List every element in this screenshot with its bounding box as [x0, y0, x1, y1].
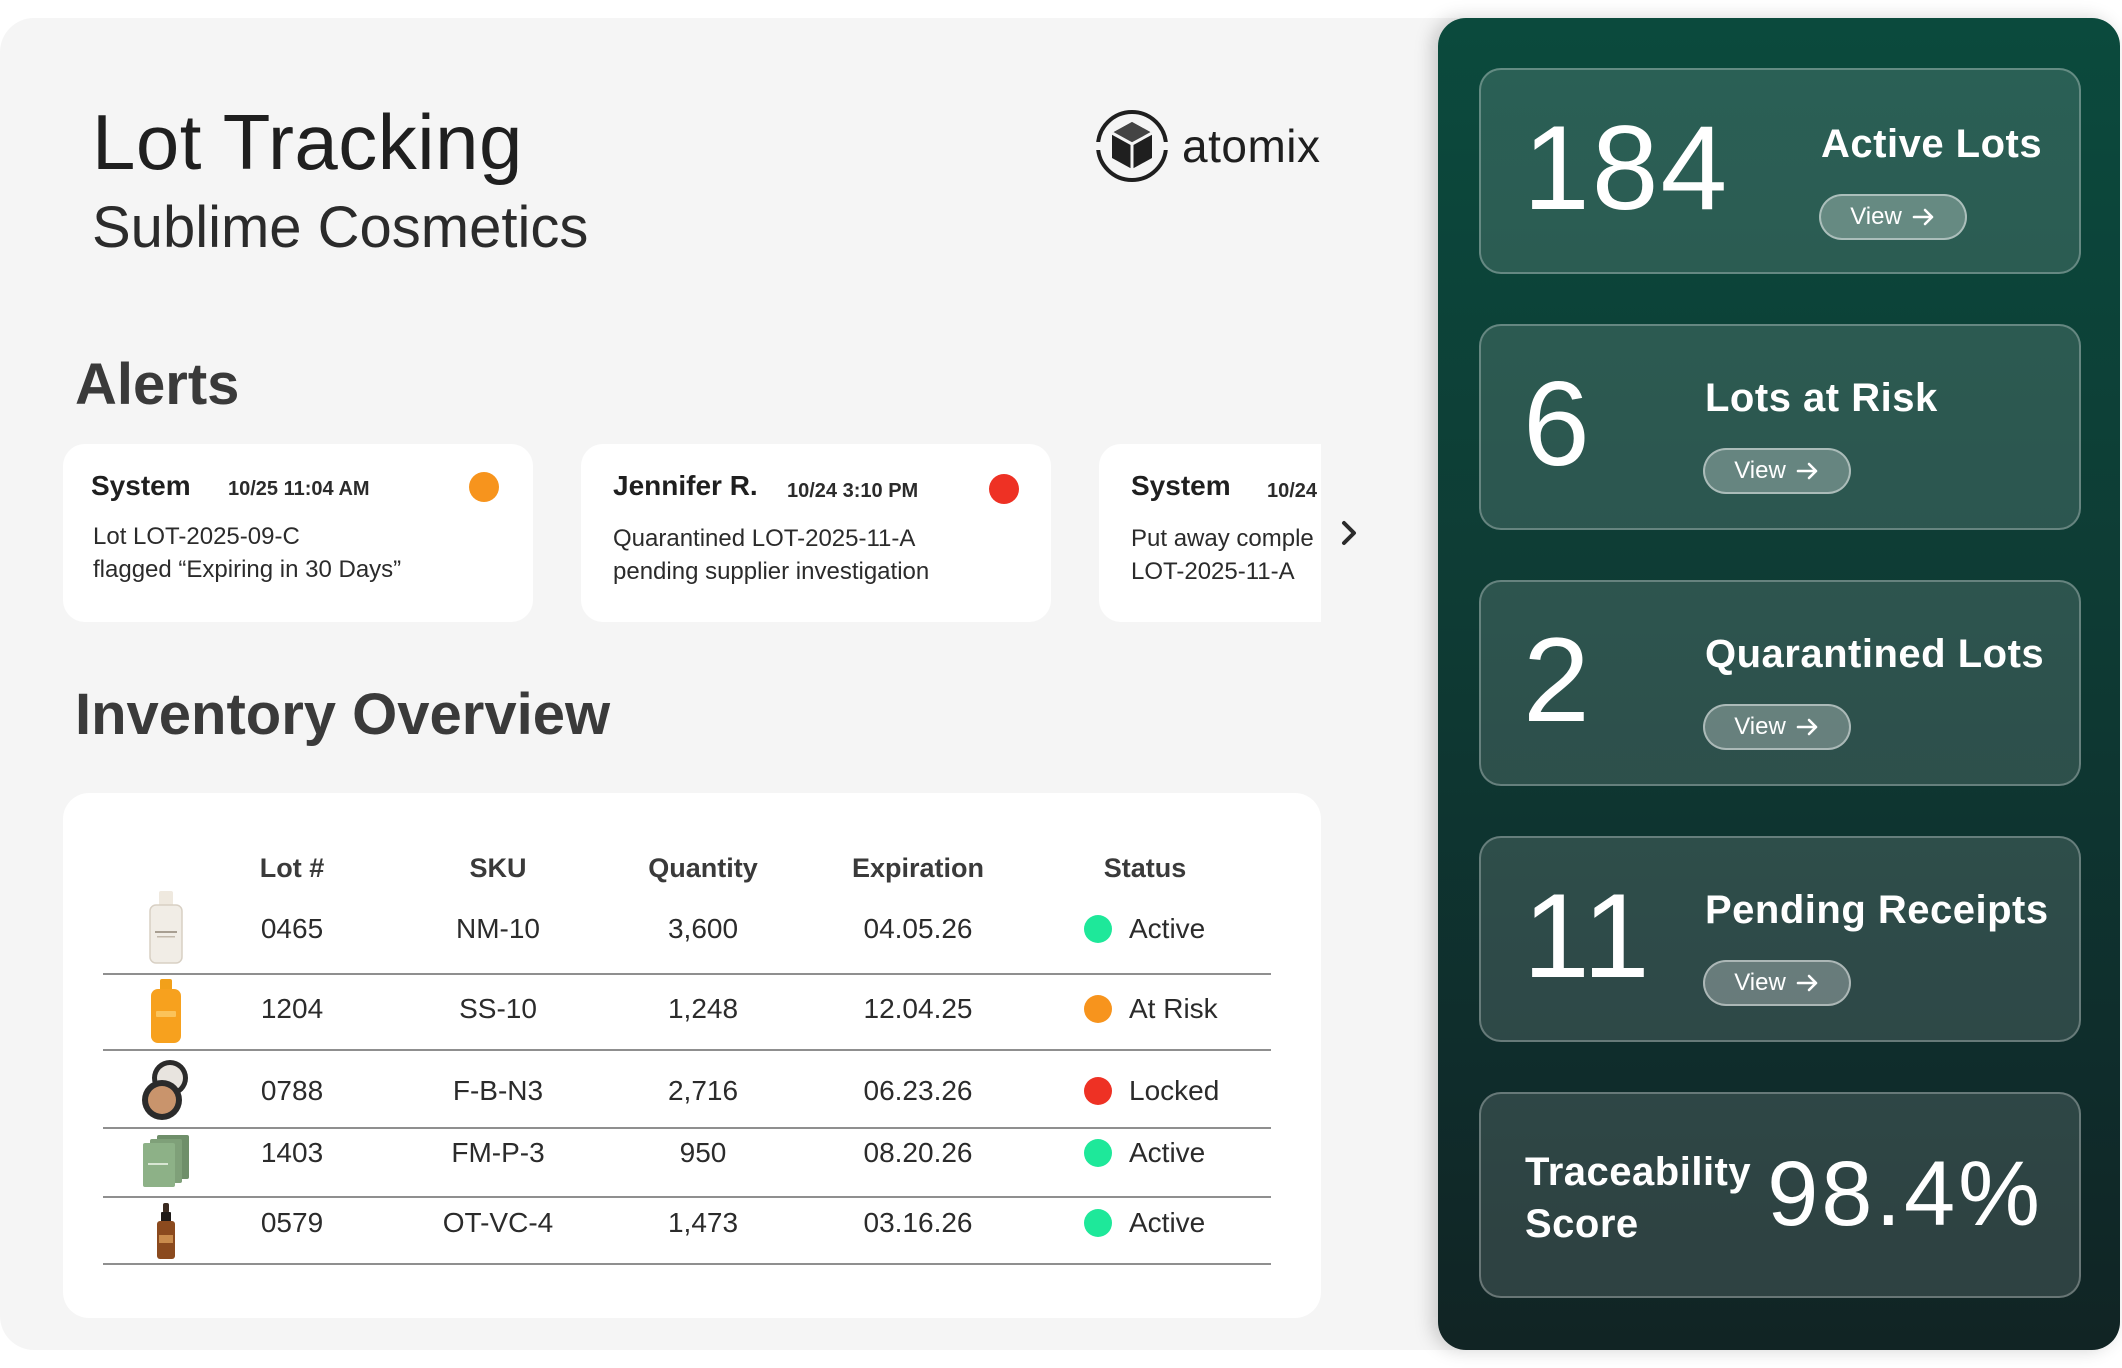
alert-message: Put away comple LOT-2025-11-A	[1131, 525, 1314, 585]
alert-status-dot	[989, 474, 1019, 504]
kpi-card-quarantined-lots: 2 Quarantined Lots View	[1479, 580, 2081, 786]
alert-time: 10/24 3:10 PM	[787, 480, 919, 502]
quantity: 950	[679, 1137, 727, 1168]
view-quarantined-lots-button[interactable]: View	[1703, 704, 1851, 750]
status-label: Active	[1129, 1137, 1206, 1168]
row-divider	[103, 1263, 1271, 1265]
column-header-sku[interactable]: SKU	[469, 853, 527, 883]
lot-number: 0465	[260, 913, 324, 944]
status-dot	[1084, 1139, 1112, 1167]
alert-message: Lot LOT-2025-09-C flagged “Expiring in 3…	[93, 523, 402, 583]
sku: F-B-N3	[452, 1075, 544, 1106]
chevron-right-icon	[1342, 521, 1356, 545]
view-button-label: View	[1850, 203, 1902, 230]
alerts-next-button[interactable]	[1336, 518, 1362, 548]
status-dot	[1084, 915, 1112, 943]
view-button-label: View	[1734, 969, 1786, 996]
main-panel: Lot Tracking Sublime Cosmetics atomix Al…	[0, 18, 1500, 1350]
status-label: At Risk	[1129, 993, 1218, 1024]
sku: SS-10	[459, 993, 537, 1024]
lot-number: 0788	[260, 1075, 324, 1106]
compact-icon	[131, 1055, 201, 1125]
kpi-value: 6	[1523, 357, 1592, 491]
alert-author: System	[1131, 470, 1231, 501]
status-label: Active	[1129, 913, 1206, 944]
expiration: 08.20.26	[863, 1137, 973, 1168]
arrow-right-icon	[1796, 461, 1820, 481]
status-label: Active	[1129, 1207, 1206, 1238]
page-subtitle: Sublime Cosmetics	[92, 195, 589, 260]
lot-number: 0579	[260, 1207, 324, 1238]
traceability-value: 98.4%	[1767, 1143, 2043, 1245]
alert-author: System	[91, 470, 191, 501]
lot-number: 1403	[260, 1137, 324, 1168]
row-divider	[103, 973, 1271, 975]
alert-status-dot	[469, 472, 499, 502]
traceability-score-card: Traceability Score 98.4%	[1479, 1092, 2081, 1298]
kpi-label: Quarantined Lots	[1705, 632, 2045, 676]
atomix-logo-text: atomix	[1182, 120, 1321, 172]
inventory-heading: Inventory Overview	[75, 682, 611, 747]
kpi-label: Pending Receipts	[1705, 888, 2049, 932]
view-pending-receipts-button[interactable]: View	[1703, 960, 1851, 1006]
alert-card[interactable]: Jennifer R. 10/24 3:10 PM Quarantined LO…	[581, 444, 1051, 622]
quantity: 2,716	[667, 1075, 739, 1106]
arrow-right-icon	[1796, 717, 1820, 737]
atomix-logo-icon	[1096, 110, 1168, 182]
kpi-value: 184	[1523, 101, 1730, 235]
view-button-label: View	[1734, 457, 1786, 484]
view-button-label: View	[1734, 713, 1786, 740]
expiration: 12.04.25	[863, 993, 973, 1024]
quantity: 1,248	[667, 993, 739, 1024]
orange-bottle-icon	[131, 977, 201, 1047]
status-dot	[1084, 1077, 1112, 1105]
sku: NM-10	[455, 913, 541, 944]
view-lots-at-risk-button[interactable]: View	[1703, 448, 1851, 494]
alert-author: Jennifer R.	[613, 470, 758, 501]
arrow-right-icon	[1912, 207, 1936, 227]
alert-card[interactable]: System 10/25 11:04 AM Lot LOT-2025-09-C …	[63, 444, 533, 622]
alert-message: Quarantined LOT-2025-11-A pending suppli…	[613, 525, 930, 585]
alert-time: 10/24	[1267, 480, 1318, 502]
atomix-logo: atomix	[1092, 104, 1320, 188]
lot-number: 1204	[260, 993, 324, 1024]
alerts-heading: Alerts	[75, 352, 240, 417]
kpi-label: Active Lots	[1821, 122, 2043, 166]
sku: OT-VC-4	[442, 1207, 554, 1238]
alert-card[interactable]: System 10/24 Put away comple LOT-2025-11…	[1099, 444, 1321, 622]
row-divider	[103, 1127, 1271, 1129]
sku: FM-P-3	[451, 1137, 545, 1168]
alert-time: 10/25 11:04 AM	[228, 478, 370, 500]
status-label: Locked	[1129, 1075, 1220, 1106]
kpi-sidebar: 184 Active Lots View 6 Lots at Risk View…	[1438, 18, 2120, 1350]
column-header-quantity[interactable]: Quantity	[648, 853, 758, 883]
dropper-bottle-icon	[131, 1197, 201, 1267]
inventory-table: Lot # SKU Quantity Expiration Status 046…	[63, 793, 1321, 1318]
kpi-value: 11	[1523, 869, 1652, 1003]
quantity: 1,473	[667, 1207, 739, 1238]
kpi-card-lots-at-risk: 6 Lots at Risk View	[1479, 324, 2081, 530]
expiration: 04.05.26	[863, 913, 973, 944]
arrow-right-icon	[1796, 973, 1820, 993]
lotion-bottle-icon	[131, 891, 201, 964]
kpi-label: Lots at Risk	[1705, 376, 1938, 420]
kpi-card-pending-receipts: 11 Pending Receipts View	[1479, 836, 2081, 1042]
alerts-carousel: System 10/25 11:04 AM Lot LOT-2025-09-C …	[63, 444, 1321, 624]
status-dot	[1084, 995, 1112, 1023]
column-header-expiration[interactable]: Expiration	[851, 853, 985, 883]
face-mask-pack-icon	[131, 1127, 201, 1197]
kpi-value: 2	[1523, 613, 1592, 747]
status-dot	[1084, 1209, 1112, 1237]
column-header-status[interactable]: Status	[1103, 853, 1187, 883]
traceability-label: Traceability Score	[1525, 1150, 1752, 1246]
quantity: 3,600	[667, 913, 739, 944]
column-header-lot[interactable]: Lot #	[259, 853, 325, 883]
row-divider	[103, 1049, 1271, 1051]
expiration: 03.16.26	[863, 1207, 973, 1238]
page-title: Lot Tracking	[92, 98, 523, 186]
kpi-card-active-lots: 184 Active Lots View	[1479, 68, 2081, 274]
expiration: 06.23.26	[863, 1075, 973, 1106]
row-divider	[103, 1196, 1271, 1198]
view-active-lots-button[interactable]: View	[1819, 194, 1967, 240]
